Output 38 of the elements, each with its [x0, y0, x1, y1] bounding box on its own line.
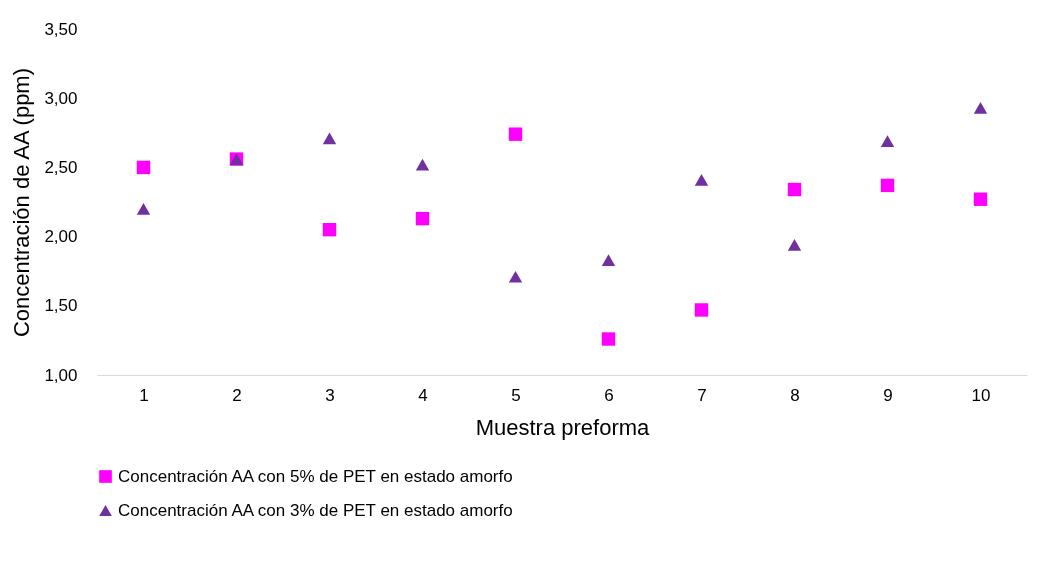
- point: [136, 160, 151, 175]
- x-tick-label: 9: [883, 385, 893, 405]
- point: [322, 132, 337, 145]
- legend-label: Concentración AA con 5% de PET en estado amorfo: [118, 466, 513, 486]
- point: [973, 192, 988, 206]
- x-tick-label: 2: [232, 385, 242, 405]
- y-tick-label: 3,00: [44, 88, 78, 108]
- point: [508, 270, 523, 283]
- point: [973, 102, 988, 114]
- point: [415, 211, 430, 226]
- point: [136, 203, 151, 215]
- point: [601, 332, 616, 346]
- y-tick-label: 3,50: [44, 19, 78, 39]
- point: [508, 127, 523, 141]
- x-tick-label: 7: [697, 385, 707, 405]
- y-tick-label: 2,00: [44, 227, 78, 247]
- x-tick-label: 1: [139, 385, 149, 405]
- x-tick-label: 3: [325, 385, 335, 405]
- y-tick-label: 1,00: [44, 365, 78, 385]
- legend-label: Concentración AA con 3% de PET en estado amorfo: [118, 500, 513, 520]
- x-tick-label: 8: [790, 385, 800, 405]
- point: [415, 158, 430, 171]
- y-tick-label: 2,50: [44, 157, 78, 177]
- point: [787, 182, 802, 197]
- point: [880, 178, 895, 193]
- point: [694, 303, 709, 317]
- x-tick-label: 4: [418, 385, 428, 405]
- point: [787, 239, 802, 251]
- x-tick-label: 10: [971, 385, 991, 405]
- x-tick-label: 5: [511, 385, 521, 405]
- point: [322, 222, 337, 237]
- y-tick-label: 1,50: [44, 296, 78, 316]
- point: [880, 135, 895, 147]
- point: [601, 254, 616, 266]
- point: [694, 174, 709, 186]
- x-axis-title: Muestra preforma: [475, 414, 651, 440]
- x-tick-label: 6: [604, 385, 614, 405]
- y-axis-title: Concentración de AA (ppm): [9, 67, 35, 338]
